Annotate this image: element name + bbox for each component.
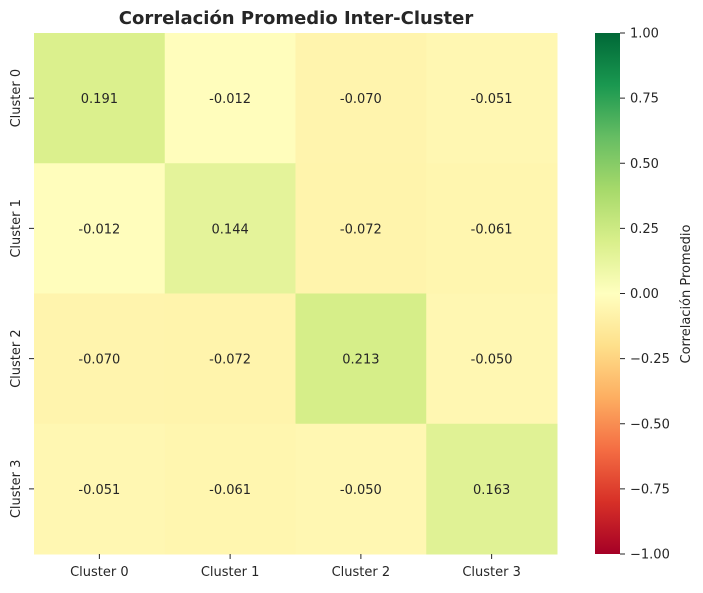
cell-label: 0.163 [473, 483, 510, 498]
heatmap-cell [164, 33, 296, 164]
y-tick-label: Cluster 0 [9, 69, 24, 128]
heatmap-cell [295, 293, 427, 425]
y-tick-label: Cluster 1 [9, 199, 24, 258]
colorbar-tick-label: −0.75 [630, 482, 670, 497]
heatmap-cell [34, 293, 166, 425]
heatmap-cell [426, 293, 558, 425]
heatmap-cell [34, 423, 166, 555]
cell-label: -0.051 [471, 92, 513, 107]
cell-label: -0.070 [78, 353, 120, 368]
cell-label: -0.061 [209, 483, 251, 498]
y-tick-label: Cluster 2 [9, 329, 24, 388]
heatmap-cell [295, 163, 427, 294]
colorbar-label: Correlación Promedio [679, 224, 694, 363]
heatmap-cell [426, 423, 558, 555]
heatmap-cell [164, 293, 296, 425]
y-tick-label: Cluster 3 [9, 460, 24, 519]
heatmap-cells: 0.191 -0.012 -0.070 -0.051 -0.012 0.144 -0.072… [34, 33, 558, 555]
colorbar-gradient [595, 33, 620, 554]
heatmap-cell [426, 163, 558, 294]
colorbar-tick-label: −1.00 [630, 548, 670, 563]
heatmap-cell [295, 33, 427, 164]
colorbar-tick-label: 0.75 [630, 92, 659, 107]
colorbar-tick-label: 0.25 [630, 222, 659, 237]
x-tick-label: Cluster 2 [332, 565, 391, 580]
colorbar-tick-label: 1.00 [630, 27, 659, 42]
heatmap-cell [34, 33, 166, 164]
cell-label: 0.144 [212, 222, 249, 237]
colorbar-tick-label: −0.25 [630, 352, 670, 367]
cell-label: -0.072 [340, 222, 382, 237]
cell-label: -0.072 [209, 353, 251, 368]
x-tick-label: Cluster 3 [462, 565, 521, 580]
chart-title: Correlación Promedio Inter-Cluster [119, 8, 474, 29]
cell-label: -0.051 [78, 483, 120, 498]
x-axis: Cluster 0 Cluster 1 Cluster 2 Cluster 3 [70, 554, 521, 580]
y-axis: Cluster 0 Cluster 1 Cluster 2 Cluster 3 [9, 69, 34, 518]
heatmap-cell [164, 163, 296, 294]
cell-label: -0.050 [340, 483, 382, 498]
cell-label: -0.012 [78, 222, 120, 237]
x-tick-label: Cluster 0 [70, 565, 129, 580]
cell-label: 0.191 [81, 92, 118, 107]
heatmap-cell [295, 423, 427, 555]
cell-label: -0.012 [209, 92, 251, 107]
colorbar-tick-label: 0.00 [630, 287, 659, 302]
colorbar: 1.00 0.75 0.50 0.25 0.00 −0.25 −0.50 −0.75 −1.00… [595, 27, 694, 563]
cell-label: 0.213 [342, 353, 379, 368]
colorbar-ticks: 1.00 0.75 0.50 0.25 0.00 −0.25 −0.50 −0.75 −1.00 [620, 27, 670, 563]
cell-label: -0.061 [471, 222, 513, 237]
heatmap-cell [34, 163, 166, 294]
heatmap-cell [426, 33, 558, 164]
heatmap-cell [164, 423, 296, 555]
colorbar-tick-label: −0.50 [630, 417, 670, 432]
colorbar-tick-label: 0.50 [630, 157, 659, 172]
cell-label: -0.050 [471, 353, 513, 368]
cell-label: -0.070 [340, 92, 382, 107]
x-tick-label: Cluster 1 [201, 565, 260, 580]
